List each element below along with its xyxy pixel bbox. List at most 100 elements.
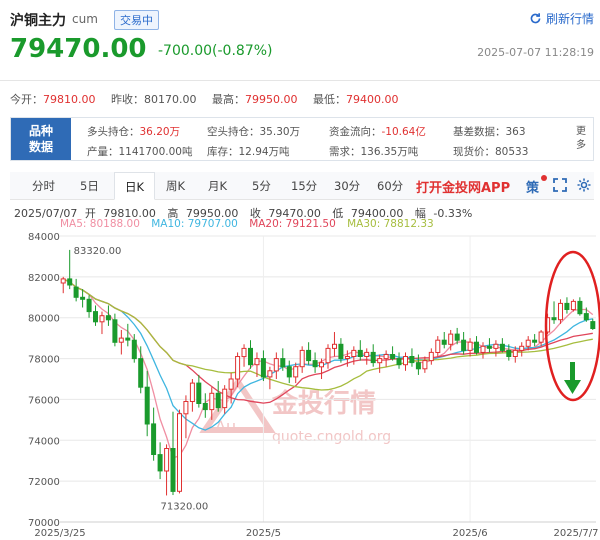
max-price-label: 83320.00 [74,246,122,257]
demand: 需求：136.35万吨 [329,146,419,158]
y-axis: 84000 82000 80000 78000 76000 74000 72000 70000 [28,232,60,529]
y-tick-label: 84000 [28,232,60,243]
variety-data-tab[interactable]: 品种数据 [11,118,71,160]
more-link[interactable]: 更多 [576,126,586,151]
candle-body [280,358,286,368]
refresh-button[interactable]: 刷新行情 [529,10,594,27]
candle-body [248,347,253,366]
variety-data-panel: 品种数据 多头持仓：36.20万 空头持仓：35.30万 资金流向：-10.64… [10,117,594,161]
candle-body [448,333,454,345]
candle-body [519,345,525,351]
y-tick-label: 78000 [28,355,60,366]
candle-body [112,319,118,343]
candle-body [196,382,202,405]
refresh-icon [530,13,541,24]
candle-body [260,358,266,378]
strategy-button[interactable]: 策 [526,175,547,196]
candle-body [344,356,350,359]
contract-code: cum [72,12,98,26]
quote-summary: 今开：79810.00 昨收：80170.00 最高：79950.00 最低：7… [10,91,411,107]
candle-body [532,339,538,343]
ma20-value: MA20: 79121.50 [249,218,336,230]
divider [0,80,600,81]
ma30-line [62,278,593,391]
candle-body [570,300,576,311]
y-tick-label: 80000 [28,314,60,325]
tab-weekly-k[interactable]: 周K [166,179,186,193]
candle-body [396,358,402,366]
candle-body [577,300,583,315]
candle-body [228,378,234,390]
extreme-labels: 83320.00 71320.00 [74,246,209,513]
candle-body [486,345,492,349]
candle-body [564,302,570,310]
candle-body [177,413,182,492]
candle-body [131,339,137,360]
candle-body [377,358,383,364]
candle-body [370,351,376,364]
candle-body [93,311,98,323]
candle-body [493,343,499,349]
candle-body [293,366,299,378]
y-tick-label: 82000 [28,273,60,284]
fund-flow: 资金流向：-10.64亿 [329,126,426,138]
candle-body [157,454,163,472]
candle-body [267,370,273,378]
candle-body [209,392,215,411]
settings-gear-icon[interactable] [576,177,592,193]
candle-body [480,345,486,353]
high-quote: 最高：79950.00 [212,93,298,106]
stock: 库存：12.94万吨 [207,146,290,158]
candle-body [435,339,441,354]
x-tick-label: 2025/6 [452,528,487,539]
notification-dot-icon [541,175,547,181]
candle-date: 2025/07/07 [14,207,78,220]
tab-5day[interactable]: 5日 [80,179,99,193]
candle-body [241,347,247,358]
basis-data: 基差数据：363 [453,126,526,138]
x-axis: 2025/3/25 2025/5 2025/6 2025/7/7 [34,528,598,539]
candle-body [390,354,396,360]
tab-daily-k[interactable]: 日K [114,172,156,200]
candle-body [254,358,260,366]
candle-body [189,382,195,403]
candle-body [332,343,337,349]
x-tick-label: 2025/5 [246,528,281,539]
quote-datetime: 2025-07-07 11:28:19 [477,46,594,59]
min-price-label: 71320.00 [161,501,209,512]
y-tick-label: 72000 [28,477,60,488]
price-row: 79470.00 -700.00(-0.87%) 2025-07-07 11:2… [10,34,594,70]
candle-body [118,337,124,343]
x-tick-label: 2025/7/7 [554,528,599,539]
tab-15min[interactable]: 15分 [291,179,318,193]
candle-body [551,317,557,321]
candle-body [558,302,563,321]
tab-5min[interactable]: 5分 [252,179,271,193]
candle-body [299,349,305,368]
candle-body [512,349,518,357]
candle-body [273,358,279,372]
candle-body [590,321,596,330]
candle-body [441,339,447,345]
tab-monthly-k[interactable]: 月K [208,179,228,193]
tab-timeshare[interactable]: 分时 [32,179,55,193]
candle-body [325,347,331,364]
price-change: -700.00(-0.87%) [158,43,273,59]
ma-legend: MA5: 80188.00 MA10: 79707.00 MA20: 79121… [60,218,442,230]
candle-body [80,296,86,300]
low-quote: 最低：79400.00 [313,93,399,106]
fullscreen-icon[interactable] [552,177,568,193]
long-position: 多头持仓：36.20万 [87,126,181,138]
candle-body [151,423,157,455]
ma5-value: MA5: 80188.00 [60,218,140,230]
candle-body [467,341,473,351]
prev-close-quote: 昨收：80170.00 [111,93,197,106]
candlesticks [60,249,596,496]
candle-body [170,448,176,492]
tab-60min[interactable]: 60分 [377,179,404,193]
trading-status-badge: 交易中 [114,10,159,30]
last-price: 79470.00 [10,34,147,64]
open-app-link[interactable]: 打开金投网APP [416,181,511,196]
tab-30min[interactable]: 30分 [334,179,361,193]
